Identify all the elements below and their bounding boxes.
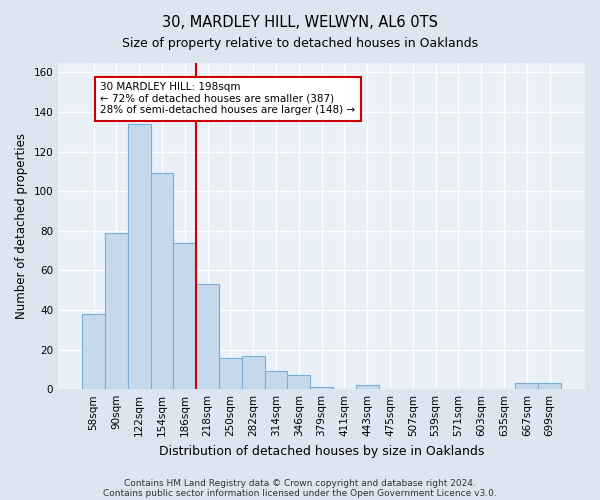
- Text: 30 MARDLEY HILL: 198sqm
← 72% of detached houses are smaller (387)
28% of semi-d: 30 MARDLEY HILL: 198sqm ← 72% of detache…: [100, 82, 355, 116]
- Y-axis label: Number of detached properties: Number of detached properties: [15, 133, 28, 319]
- Text: Size of property relative to detached houses in Oaklands: Size of property relative to detached ho…: [122, 38, 478, 51]
- X-axis label: Distribution of detached houses by size in Oaklands: Distribution of detached houses by size …: [159, 444, 484, 458]
- Bar: [128, 124, 151, 389]
- Bar: [196, 284, 219, 389]
- Bar: [219, 358, 242, 389]
- Bar: [82, 314, 105, 389]
- Bar: [515, 383, 538, 389]
- Bar: [356, 385, 379, 389]
- Bar: [538, 383, 561, 389]
- Bar: [310, 387, 333, 389]
- Text: 30, MARDLEY HILL, WELWYN, AL6 0TS: 30, MARDLEY HILL, WELWYN, AL6 0TS: [162, 15, 438, 30]
- Text: Contains public sector information licensed under the Open Government Licence v3: Contains public sector information licen…: [103, 488, 497, 498]
- Text: Contains HM Land Registry data © Crown copyright and database right 2024.: Contains HM Land Registry data © Crown c…: [124, 478, 476, 488]
- Bar: [242, 356, 265, 389]
- Bar: [105, 233, 128, 389]
- Bar: [151, 174, 173, 389]
- Bar: [173, 242, 196, 389]
- Bar: [265, 372, 287, 389]
- Bar: [287, 376, 310, 389]
